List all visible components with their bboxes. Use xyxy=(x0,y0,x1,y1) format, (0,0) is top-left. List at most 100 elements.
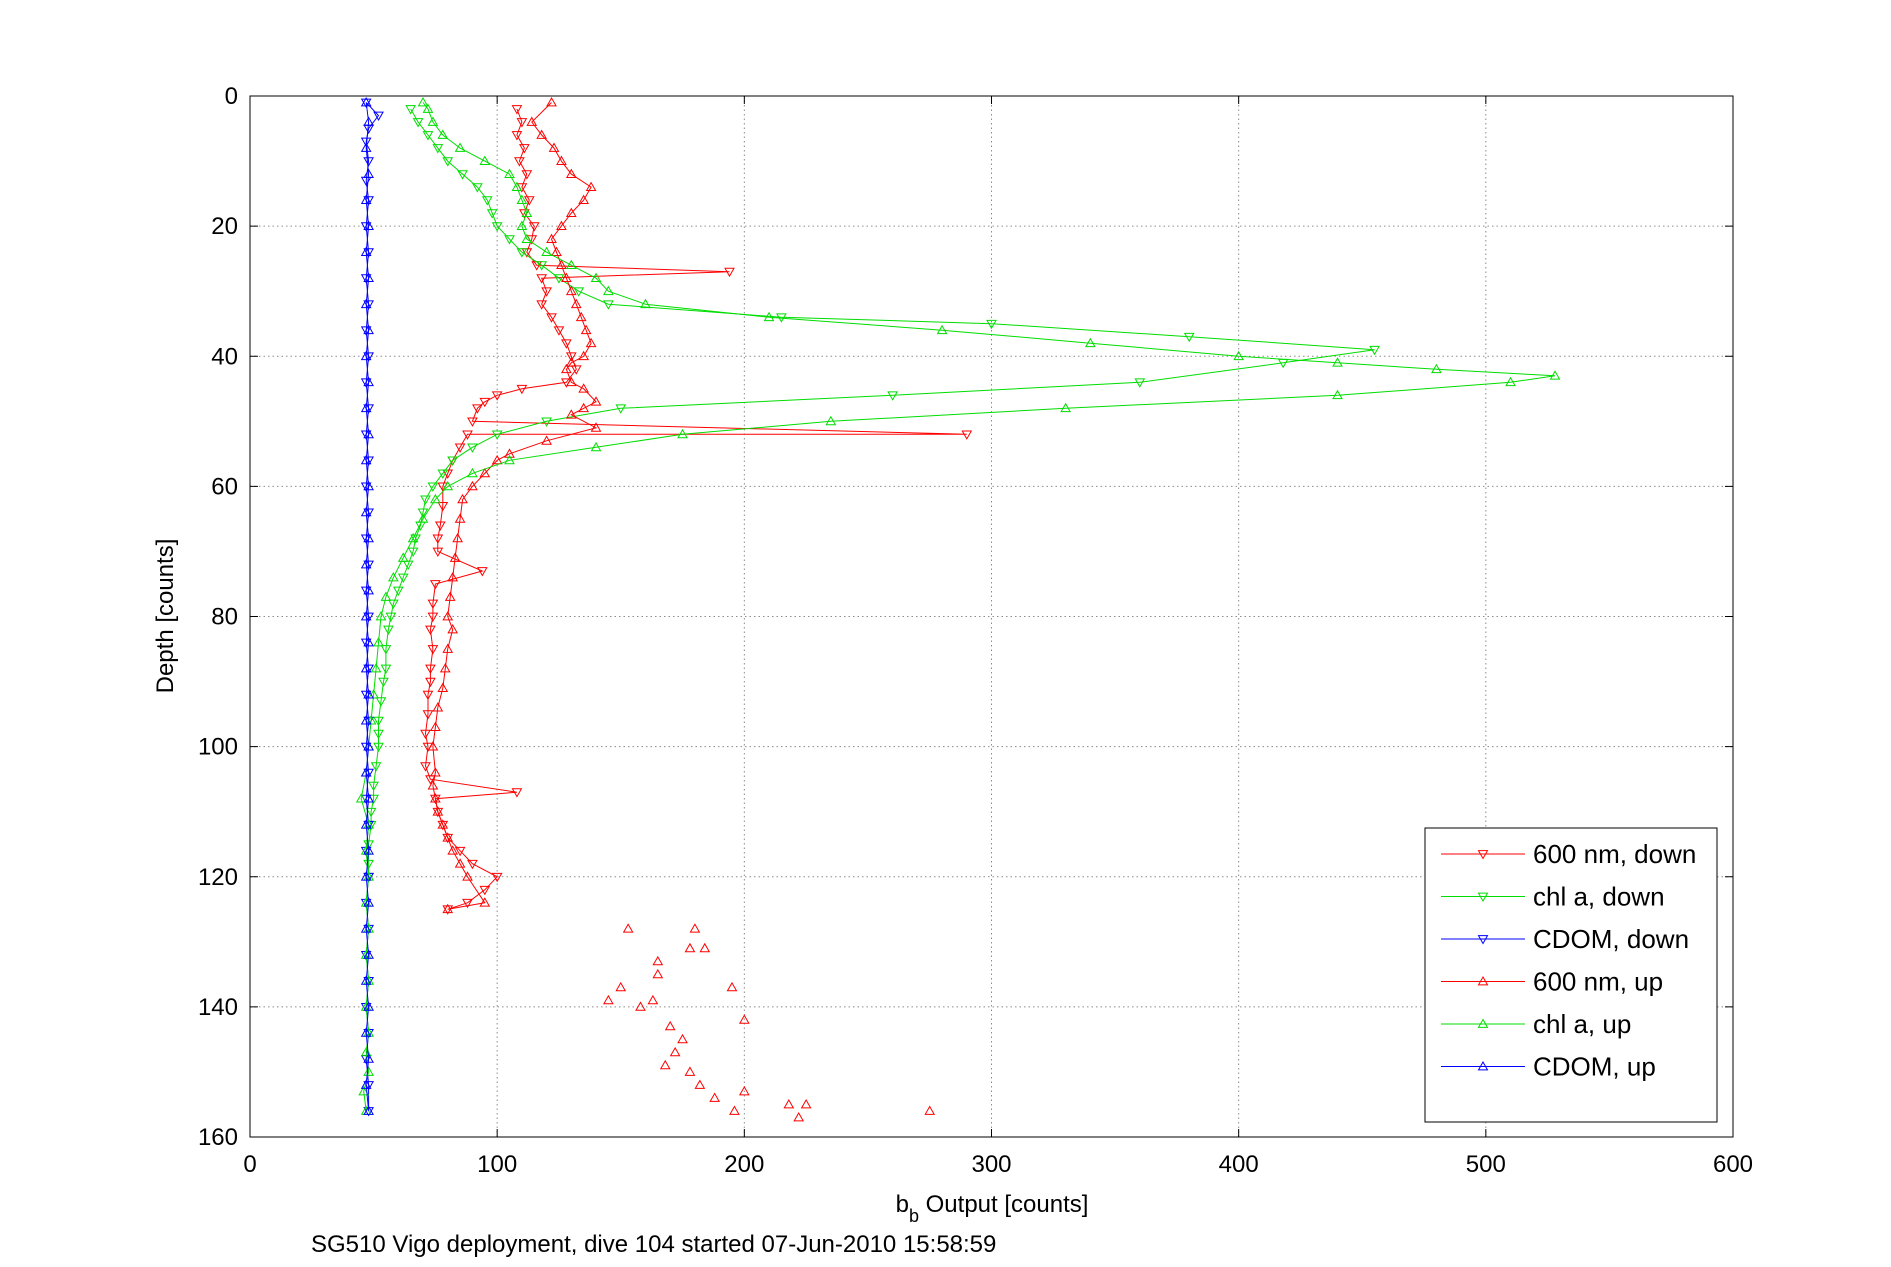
data-point xyxy=(561,339,572,349)
data-point xyxy=(491,872,503,883)
data-point xyxy=(936,324,948,335)
legend-marker xyxy=(1477,892,1489,903)
data-point xyxy=(528,222,540,232)
data-point xyxy=(432,806,444,816)
data-point xyxy=(479,155,491,165)
data-point xyxy=(486,209,498,219)
data-point xyxy=(454,513,466,523)
data-point xyxy=(541,417,552,427)
series-line xyxy=(424,108,967,910)
data-point xyxy=(363,949,375,959)
x-tick-label: 0 xyxy=(243,1151,256,1178)
data-point xyxy=(570,365,582,375)
data-point xyxy=(363,741,375,751)
series-4 xyxy=(355,96,1561,1115)
ticks-layer: 0 100 200 300 400 500 600 0 20 40 60 80 100 120 140 160 xyxy=(198,83,1753,1178)
data-point xyxy=(430,580,441,590)
y-tick-label: 60 xyxy=(211,473,238,500)
data-point xyxy=(504,454,515,465)
data-point xyxy=(360,558,372,569)
x-tick-label: 600 xyxy=(1713,1151,1753,1178)
series-line xyxy=(368,108,1375,877)
data-point xyxy=(729,1105,740,1115)
data-point xyxy=(738,1085,750,1096)
data-point xyxy=(454,142,466,152)
data-point xyxy=(360,1079,372,1089)
data-point xyxy=(363,637,375,647)
data-point xyxy=(580,324,592,335)
data-point xyxy=(724,267,735,278)
data-point xyxy=(385,612,397,623)
data-point xyxy=(511,131,523,141)
data-point xyxy=(360,506,372,517)
series-2 xyxy=(360,98,384,1117)
data-point xyxy=(370,762,382,772)
data-point xyxy=(491,391,503,401)
legend-box xyxy=(1424,827,1718,1123)
data-point xyxy=(360,96,372,107)
data-point xyxy=(472,183,483,193)
data-point xyxy=(420,729,431,740)
data-point xyxy=(511,181,523,191)
data-point xyxy=(793,1111,805,1122)
legend-item: 600 nm, up xyxy=(1441,967,1663,997)
legend-label: chl a, down xyxy=(1533,882,1665,912)
x-axis-label-subscript: b xyxy=(909,1206,919,1226)
data-point xyxy=(427,612,439,623)
data-point xyxy=(427,482,439,492)
data-point xyxy=(467,443,478,453)
series-line xyxy=(365,102,370,1112)
data-point xyxy=(986,319,997,330)
data-point xyxy=(556,220,567,230)
data-point xyxy=(417,513,429,523)
data-point xyxy=(360,98,372,109)
data-point xyxy=(447,845,459,855)
data-point xyxy=(516,248,528,258)
data-point xyxy=(541,287,552,297)
data-point xyxy=(590,396,602,406)
data-point xyxy=(491,430,503,440)
data-point xyxy=(556,155,567,165)
data-point xyxy=(565,376,577,387)
data-point xyxy=(380,591,392,601)
data-point xyxy=(360,454,372,465)
data-point xyxy=(422,103,434,113)
legend-label: CDOM, up xyxy=(1533,1052,1656,1082)
data-point xyxy=(360,298,372,309)
data-point xyxy=(427,599,439,609)
data-point xyxy=(511,105,523,115)
series-layer xyxy=(355,96,1561,1122)
data-point xyxy=(553,326,565,336)
data-point xyxy=(437,682,449,692)
data-point xyxy=(514,157,525,167)
data-point xyxy=(585,181,597,191)
data-point xyxy=(434,521,446,531)
data-point xyxy=(1134,378,1146,388)
data-point xyxy=(360,663,372,673)
data-point xyxy=(442,832,454,842)
data-point xyxy=(694,1079,706,1089)
data-point xyxy=(363,1066,375,1076)
x-axis-label: bb Output [counts] xyxy=(896,1191,1089,1226)
data-point xyxy=(561,363,572,374)
data-point xyxy=(363,272,375,283)
data-point xyxy=(392,586,404,596)
data-point xyxy=(738,1014,750,1024)
data-point xyxy=(363,793,375,803)
data-point xyxy=(504,168,515,178)
data-point xyxy=(363,689,375,699)
data-point xyxy=(407,532,419,543)
data-point xyxy=(363,116,375,126)
data-point xyxy=(375,697,387,707)
legend-item: CDOM, down xyxy=(1441,924,1689,954)
data-point xyxy=(887,391,898,401)
data-point xyxy=(573,287,585,297)
data-point xyxy=(684,1066,696,1076)
data-point xyxy=(360,402,372,413)
legend-marker xyxy=(1477,1018,1489,1028)
data-point xyxy=(442,905,454,915)
data-point xyxy=(442,903,454,914)
data-point xyxy=(405,105,417,115)
